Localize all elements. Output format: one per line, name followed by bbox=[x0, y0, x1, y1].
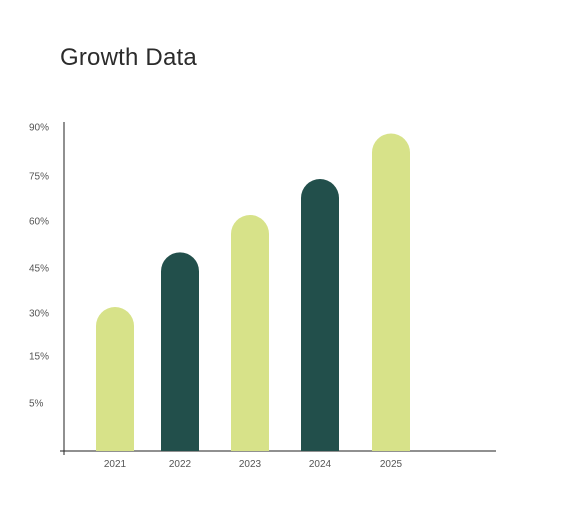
y-tick-label: 15% bbox=[29, 352, 49, 363]
y-tick-label: 45% bbox=[29, 264, 49, 275]
y-tick-label: 90% bbox=[29, 123, 49, 134]
y-tick-label: 30% bbox=[29, 309, 49, 320]
x-tick-label: 2021 bbox=[104, 459, 127, 470]
chart-title: Growth Data bbox=[60, 44, 197, 71]
bar-2025 bbox=[372, 133, 410, 452]
y-tick-label: 60% bbox=[29, 217, 49, 228]
x-tick-label: 2025 bbox=[380, 459, 403, 470]
bar-2023 bbox=[231, 215, 269, 451]
x-tick-label: 2024 bbox=[309, 459, 332, 470]
x-tick-label: 2023 bbox=[239, 459, 262, 470]
y-tick-label: 75% bbox=[29, 172, 49, 183]
y-tick-label: 5% bbox=[29, 399, 44, 410]
x-tick-label: 2022 bbox=[169, 459, 192, 470]
bar-2021 bbox=[96, 307, 134, 451]
bar-2022 bbox=[161, 252, 199, 451]
bar-2024 bbox=[301, 179, 339, 451]
